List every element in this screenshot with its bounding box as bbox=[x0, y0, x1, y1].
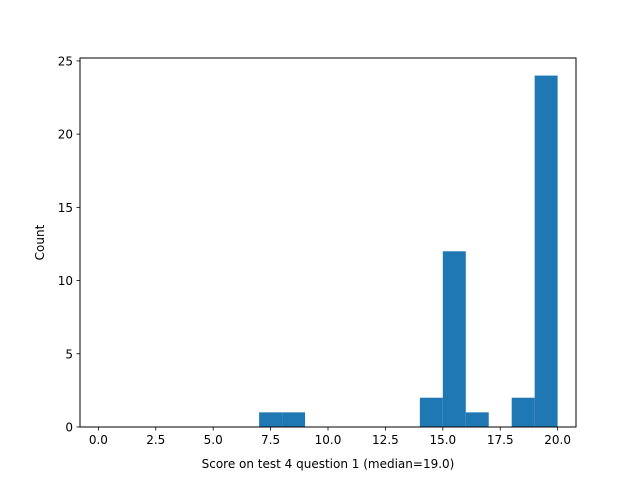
x-axis-label: Score on test 4 question 1 (median=19.0) bbox=[202, 457, 455, 471]
x-tick-label: 0.0 bbox=[89, 433, 108, 447]
histogram-bar-3 bbox=[442, 251, 466, 427]
y-axis-ticks: 0 5 10 15 20 25 bbox=[58, 54, 80, 435]
bars-group bbox=[259, 75, 558, 428]
histogram-bar-2 bbox=[419, 397, 443, 427]
axes-frame bbox=[79, 57, 577, 428]
histogram-bar-0 bbox=[259, 412, 283, 427]
x-tick-label: 2.5 bbox=[146, 433, 165, 447]
x-tick-label: 5.0 bbox=[204, 433, 223, 447]
y-tick-label: 25 bbox=[58, 54, 73, 68]
histogram-bar-6 bbox=[534, 75, 558, 428]
x-tick-label: 12.5 bbox=[372, 433, 399, 447]
y-tick-label: 10 bbox=[58, 274, 73, 288]
x-axis-ticks: 0.0 2.5 5.0 7.5 10.0 12.5 15.0 17.5 20.0 bbox=[89, 427, 571, 447]
histogram-bar-5 bbox=[511, 397, 535, 427]
x-tick-label: 10.0 bbox=[315, 433, 342, 447]
histogram-bar-4 bbox=[465, 412, 489, 427]
y-tick-label: 15 bbox=[58, 201, 73, 215]
y-tick-label: 5 bbox=[65, 347, 73, 361]
y-tick-label: 0 bbox=[65, 421, 73, 435]
x-tick-label: 15.0 bbox=[429, 433, 456, 447]
histogram-bar-1 bbox=[282, 412, 306, 427]
x-tick-label: 17.5 bbox=[487, 433, 514, 447]
y-axis-label: Count bbox=[33, 224, 47, 260]
y-tick-label: 20 bbox=[58, 128, 73, 142]
x-tick-label: 7.5 bbox=[261, 433, 280, 447]
x-tick-label: 20.0 bbox=[544, 433, 571, 447]
